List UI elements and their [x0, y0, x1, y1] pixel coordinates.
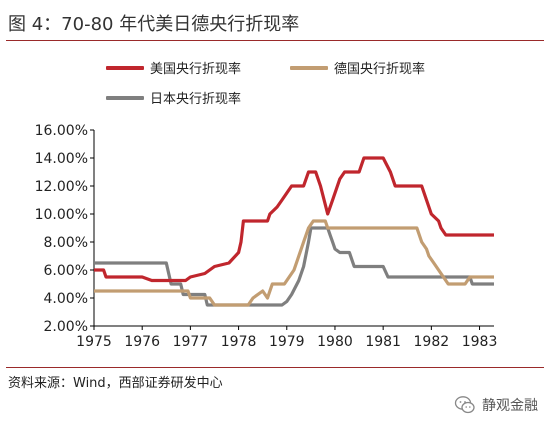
legend-swatch-jp: [106, 95, 144, 100]
y-tick-label: 2.00%: [44, 319, 88, 335]
figure-title: 图 4：70-80 年代美日德央行折现率: [8, 14, 300, 35]
series-line-0: [94, 156, 494, 283]
y-tick-label: 4.00%: [44, 291, 88, 307]
legend-swatch-de: [290, 65, 328, 70]
y-tick-label: 6.00%: [44, 263, 88, 279]
watermark-text: 静观金融: [482, 398, 538, 414]
legend-item-us: 美国央行折现率: [106, 58, 241, 77]
legend-label-us: 美国央行折现率: [150, 62, 242, 77]
watermark: 静观金融: [454, 394, 538, 416]
title-divider: [6, 40, 544, 41]
x-tick-label: 1976: [124, 334, 160, 350]
x-tick-label: 1978: [221, 334, 257, 350]
x-tick-label: 1982: [414, 334, 450, 350]
y-tick-label: 8.00%: [44, 235, 88, 251]
chart-lines: [94, 156, 494, 307]
series-line-1: [94, 219, 494, 307]
x-tick-label: 1983: [462, 334, 498, 350]
chart-axes: 2.00% 4.00% 6.00% 8.00% 10.00% 12.00% 14.00% 16…: [35, 123, 498, 350]
legend-swatch-us: [106, 65, 144, 70]
y-tick-label: 12.00%: [35, 179, 88, 195]
legend-item-de: 德国央行折现率: [290, 58, 425, 77]
legend-label-de: 德国央行折现率: [334, 62, 426, 77]
legend-item-jp: 日本央行折现率: [106, 88, 241, 107]
x-tick-label: 1981: [365, 334, 401, 350]
footer-divider: [6, 367, 544, 368]
series-line-2: [94, 226, 494, 307]
source-note: 资料来源：Wind，西部证券研发中心: [8, 376, 223, 391]
y-tick-label: 10.00%: [35, 207, 88, 223]
x-tick-label: 1980: [317, 334, 353, 350]
x-tick-label: 1977: [173, 334, 209, 350]
y-tick-label: 14.00%: [35, 151, 88, 167]
x-tick-label: 1975: [76, 334, 112, 350]
y-tick-label: 16.00%: [35, 123, 88, 139]
wechat-icon: [454, 396, 475, 414]
x-tick-label: 1979: [269, 334, 305, 350]
legend-label-jp: 日本央行折现率: [150, 92, 242, 107]
